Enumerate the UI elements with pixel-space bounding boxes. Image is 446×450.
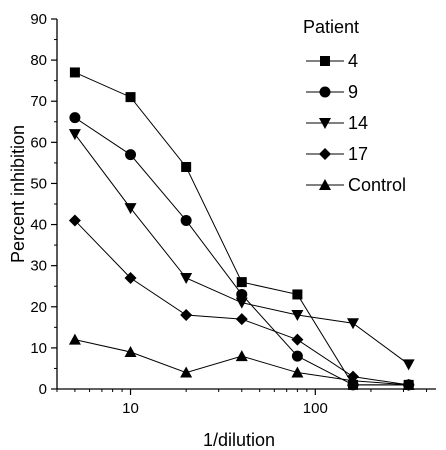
y-tick-label: 90 — [30, 11, 47, 28]
legend-label: 4 — [348, 51, 358, 71]
legend-title: Patient — [303, 17, 359, 37]
legend-entry: 9 — [306, 82, 358, 102]
legend-marker — [319, 148, 331, 160]
legend-entry: 4 — [306, 51, 358, 71]
data-point — [402, 378, 415, 390]
data-point — [291, 366, 304, 378]
series-layer — [68, 67, 415, 391]
data-point — [236, 288, 248, 300]
x-tick-label: 10 — [122, 400, 139, 417]
legend-marker — [319, 179, 331, 190]
x-tick-label: 100 — [303, 400, 328, 417]
y-tick-label: 10 — [30, 340, 47, 357]
series-line — [74, 339, 409, 386]
data-point — [68, 333, 81, 345]
data-point — [235, 350, 248, 362]
data-point — [181, 162, 192, 172]
data-point — [291, 350, 303, 362]
legend-label: 14 — [348, 113, 368, 133]
data-point — [235, 297, 248, 309]
series-Control — [68, 333, 415, 390]
data-point — [124, 346, 137, 357]
data-point — [180, 273, 193, 284]
data-point — [402, 359, 415, 371]
data-point — [125, 149, 137, 161]
data-point — [235, 313, 248, 326]
data-point — [124, 203, 137, 215]
data-point — [68, 129, 81, 141]
y-tick-label: 60 — [30, 134, 47, 151]
series-9 — [69, 112, 415, 391]
data-point — [180, 366, 193, 378]
data-point — [124, 272, 137, 284]
y-tick-label: 40 — [30, 217, 47, 234]
y-axis-ticks: 0 10 20 30 40 50 60 70 80 90 — [30, 11, 57, 398]
data-point — [125, 92, 136, 103]
data-point — [69, 67, 80, 78]
data-point — [180, 309, 193, 321]
y-tick-label: 0 — [39, 381, 47, 398]
data-point — [68, 214, 81, 227]
legend-entry: Control — [306, 175, 406, 195]
legend: Patient 4 9 14 17 Control — [303, 17, 406, 195]
axes — [56, 19, 436, 390]
legend-entry: 17 — [306, 144, 368, 164]
data-point — [292, 289, 303, 300]
y-tick-label: 30 — [30, 258, 47, 275]
x-axis-label: 1/dilution — [203, 430, 275, 450]
y-tick-label: 20 — [30, 299, 47, 316]
legend-marker — [319, 86, 331, 98]
y-axis-label: Percent inhibition — [8, 125, 28, 263]
data-point — [291, 333, 304, 346]
legend-marker — [320, 56, 330, 66]
data-point — [180, 214, 192, 226]
legend-label: Control — [348, 175, 406, 195]
series-14 — [68, 129, 415, 371]
legend-label: 9 — [348, 82, 358, 102]
series-line — [74, 133, 409, 365]
legend-entry: 14 — [306, 113, 368, 133]
data-point — [347, 374, 360, 386]
y-tick-label: 70 — [30, 93, 47, 110]
y-tick-label: 50 — [30, 175, 47, 192]
legend-label: 17 — [348, 144, 368, 164]
data-point — [236, 277, 247, 288]
data-point — [347, 318, 360, 330]
data-point — [69, 112, 81, 124]
y-tick-label: 80 — [30, 52, 47, 69]
data-point — [291, 310, 304, 321]
legend-marker — [319, 118, 331, 129]
x-axis-ticks: 10 100 — [56, 389, 428, 417]
